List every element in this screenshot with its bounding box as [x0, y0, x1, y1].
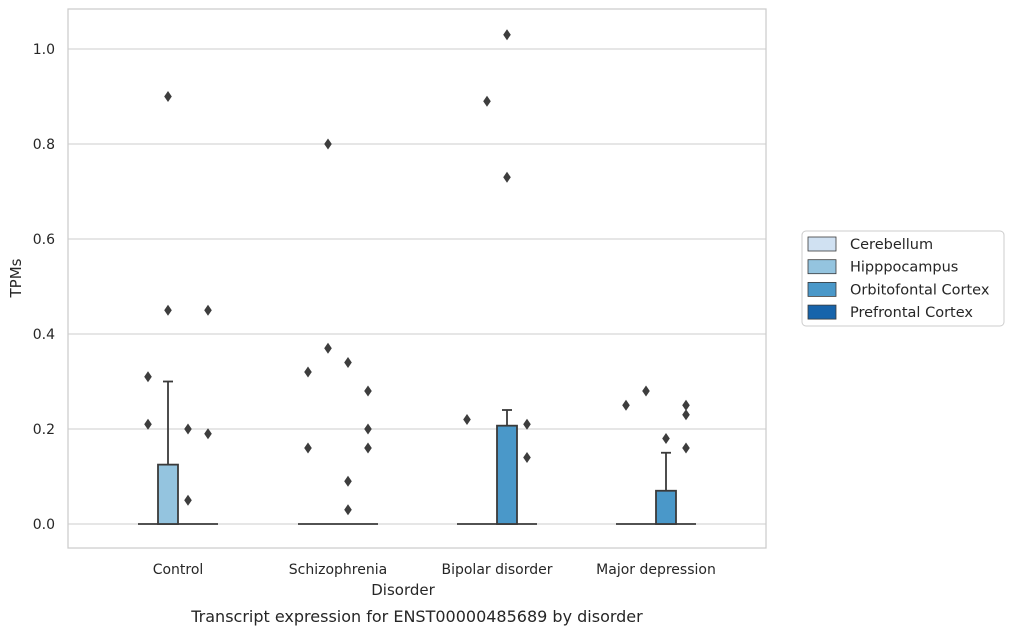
legend-swatch	[807, 304, 837, 320]
x-tick-label: Major depression	[596, 562, 716, 578]
outlier-point	[364, 442, 372, 454]
outlier-point	[304, 442, 312, 454]
outlier-point	[503, 171, 511, 183]
outlier-point	[682, 399, 690, 411]
y-tick-label: 0.8	[33, 137, 55, 153]
outlier-point	[344, 475, 352, 487]
outlier-point	[344, 357, 352, 368]
legend-swatch	[807, 236, 837, 252]
legend-box	[801, 230, 1005, 327]
outlier-point	[204, 304, 212, 316]
plot-area	[68, 9, 766, 548]
outlier-point	[164, 91, 172, 102]
outlier-point	[622, 399, 630, 411]
legend-label: Cerebellum	[850, 237, 933, 253]
plot-frame	[67, 8, 767, 549]
y-tick-label: 0.4	[33, 327, 55, 343]
box	[496, 424, 518, 525]
outlier-point	[662, 433, 670, 444]
y-tick-labels: 0.0 0.2 0.4 0.6 0.8 1.0	[33, 42, 55, 533]
legend-label: Hipppocampus	[850, 260, 958, 276]
outlier-point	[682, 442, 690, 454]
x-tick-labels: Control Schizophrenia Bipolar disorder Majo…	[153, 562, 716, 578]
outlier-point	[184, 494, 192, 506]
legend-label: Orbitofontal Cortex	[850, 282, 990, 298]
y-tick-label: 0.0	[33, 517, 55, 533]
outlier-point	[144, 371, 152, 383]
legend-swatch	[807, 259, 837, 275]
outlier-point	[503, 29, 511, 41]
x-tick-label: Bipolar disorder	[441, 562, 552, 578]
x-tick-label: Control	[153, 562, 204, 578]
outlier-point	[184, 423, 192, 435]
outlier-point	[364, 385, 372, 397]
legend-swatch	[807, 281, 837, 297]
legend: Cerebellum Hipppocampus Orbitofontal Corte…	[801, 230, 1005, 327]
x-axis-label: Disorder	[371, 581, 435, 599]
y-tick-label: 0.2	[33, 422, 55, 438]
outliers	[144, 29, 690, 516]
legend-items: Cerebellum Hipppocampus Orbitofontal Corte…	[807, 236, 990, 321]
outlier-point	[344, 504, 352, 516]
outlier-point	[164, 304, 172, 316]
outlier-point	[364, 423, 372, 435]
outlier-point	[642, 385, 650, 397]
outlier-point	[324, 342, 332, 354]
outlier-point	[144, 418, 152, 430]
outlier-point	[204, 428, 212, 440]
boxes	[138, 380, 696, 525]
outlier-point	[523, 418, 531, 430]
y-axis-label: TPMs	[7, 258, 25, 298]
outlier-point	[483, 95, 491, 107]
x-tick-label: Schizophrenia	[289, 562, 387, 578]
y-tick-label: 1.0	[33, 42, 55, 58]
figure-caption: Transcript expression for ENST0000048568…	[190, 607, 643, 626]
outlier-point	[304, 366, 312, 378]
legend-label: Prefrontal Cortex	[850, 305, 973, 321]
y-tick-label: 0.6	[33, 232, 55, 248]
outlier-point	[523, 452, 531, 463]
box	[157, 463, 179, 525]
box	[655, 489, 677, 525]
outlier-point	[324, 138, 332, 150]
outlier-point	[682, 409, 690, 421]
outlier-point	[463, 414, 471, 425]
